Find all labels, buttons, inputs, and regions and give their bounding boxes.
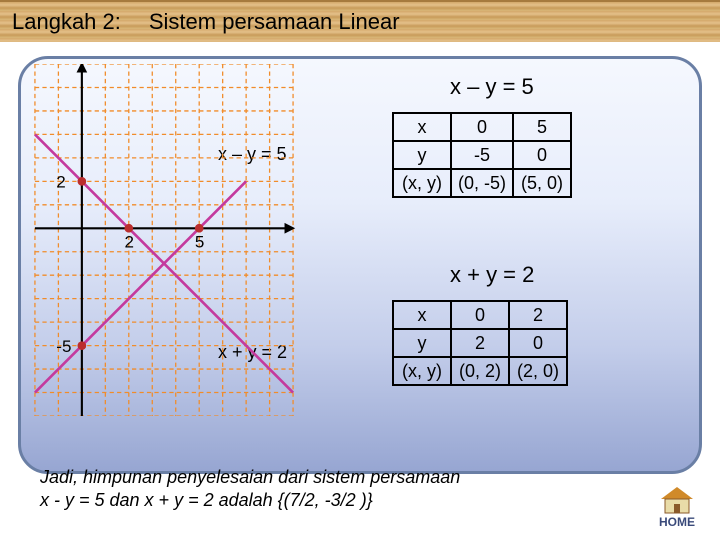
table-cell: -5 <box>451 141 513 169</box>
graph-area: 2 5 2 -5 <box>28 64 300 416</box>
table-cell: 2 <box>509 301 567 329</box>
coordinate-grid: 2 5 2 -5 <box>28 64 300 416</box>
table-cell: y <box>393 329 451 357</box>
table-cell: (x, y) <box>393 357 451 385</box>
conclusion-line1: Jadi, himpunan penyelesaian dari sistem … <box>40 467 460 487</box>
conclusion-line2: x - y = 5 dan x + y = 2 adalah {(7/2, -3… <box>40 490 373 510</box>
table-cell: 0 <box>451 113 513 141</box>
table-cell: (0, -5) <box>451 169 513 197</box>
table-cell: 0 <box>509 329 567 357</box>
table-cell: (x, y) <box>393 169 451 197</box>
eq2-title: x + y = 2 <box>450 262 534 288</box>
svg-text:2: 2 <box>56 173 65 192</box>
eq1-table: x05y-50(x, y)(0, -5)(5, 0) <box>392 112 572 198</box>
table-cell: (0, 2) <box>451 357 509 385</box>
table-cell: 2 <box>451 329 509 357</box>
home-label: HOME <box>659 515 695 529</box>
eq2-table: x02y20(x, y)(0, 2)(2, 0) <box>392 300 568 386</box>
header-bar: Langkah 2: Sistem persamaan Linear <box>0 0 720 42</box>
eq1-title: x – y = 5 <box>450 74 534 100</box>
step-label: Langkah 2: <box>12 9 121 35</box>
home-button[interactable]: HOME <box>644 484 710 530</box>
table-cell: 0 <box>513 141 571 169</box>
svg-text:-5: -5 <box>56 337 71 356</box>
page-title: Sistem persamaan Linear <box>149 9 400 35</box>
table-cell: 5 <box>513 113 571 141</box>
table-cell: x <box>393 113 451 141</box>
table-cell: 0 <box>451 301 509 329</box>
svg-text:5: 5 <box>195 232 204 251</box>
table-cell: y <box>393 141 451 169</box>
svg-text:2: 2 <box>125 232 134 251</box>
table-cell: (2, 0) <box>509 357 567 385</box>
table-cell: (5, 0) <box>513 169 571 197</box>
conclusion-text: Jadi, himpunan penyelesaian dari sistem … <box>40 466 640 511</box>
home-icon <box>657 485 697 515</box>
table-cell: x <box>393 301 451 329</box>
